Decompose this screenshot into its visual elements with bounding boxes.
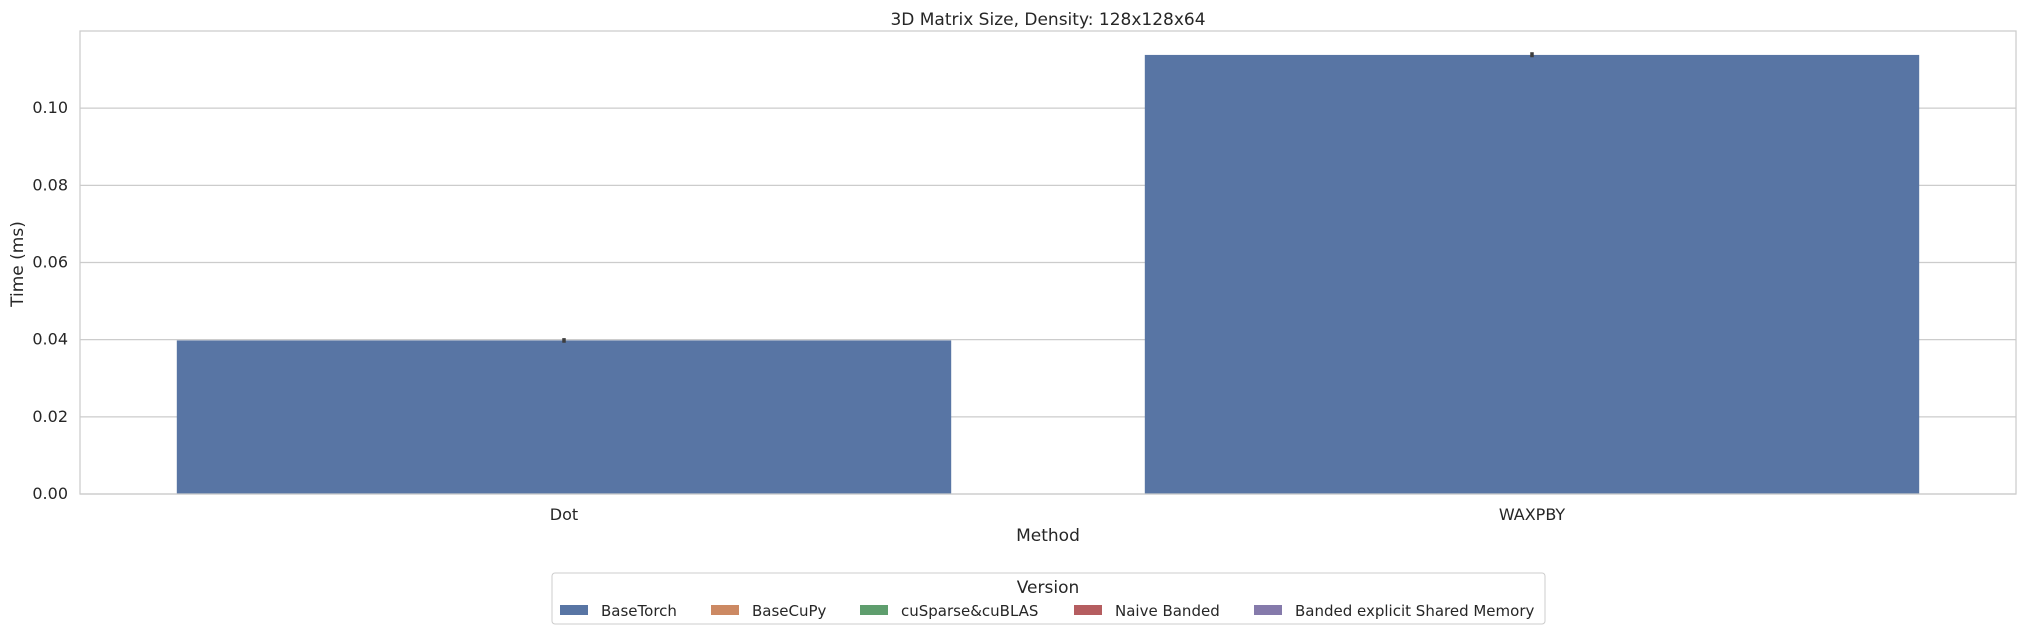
y-axis-label: Time (ms) (8, 221, 28, 308)
legend-title: Version (1017, 578, 1080, 598)
legend-swatch (860, 605, 888, 615)
y-tick-label: 0.00 (32, 484, 68, 503)
legend: Version BaseTorch BaseCuPy cuSparse&cuBLAS… (551, 572, 1546, 625)
legend-entries: BaseTorch BaseCuPy cuSparse&cuBLAS Naive Ba… (560, 602, 1534, 620)
legend-frame (551, 572, 1546, 625)
error-bars (562, 52, 1534, 343)
bars (176, 54, 1920, 495)
y-tick-label: 0.02 (32, 407, 68, 426)
legend-label: cuSparse&cuBLAS (901, 602, 1038, 620)
legend-swatch (711, 605, 739, 615)
legend-label: Naive Banded (1115, 602, 1220, 620)
y-tick-label: 0.06 (32, 253, 68, 272)
x-tick-label: WAXPBY (1499, 505, 1566, 524)
y-tick-label: 0.04 (32, 330, 68, 349)
legend-label: BaseCuPy (752, 602, 827, 620)
legend-label: BaseTorch (601, 602, 677, 620)
x-axis-ticks: Dot WAXPBY (550, 505, 1566, 524)
bar (1144, 54, 1920, 495)
x-axis-label: Method (1016, 526, 1080, 546)
x-tick-label: Dot (550, 505, 578, 524)
legend-swatch (1254, 605, 1282, 615)
legend-swatch (1074, 605, 1102, 615)
legend-label: Banded explicit Shared Memory (1295, 602, 1534, 620)
y-tick-label: 0.08 (32, 175, 68, 194)
plot-area-frame (79, 30, 2017, 495)
legend-swatch (560, 605, 588, 615)
bar (176, 340, 952, 494)
y-tick-label: 0.10 (32, 98, 68, 117)
y-axis-ticks: 0.00 0.02 0.04 0.06 0.08 0.10 (32, 98, 68, 503)
chart-title: 3D Matrix Size, Density: 128x128x64 (890, 10, 1205, 30)
